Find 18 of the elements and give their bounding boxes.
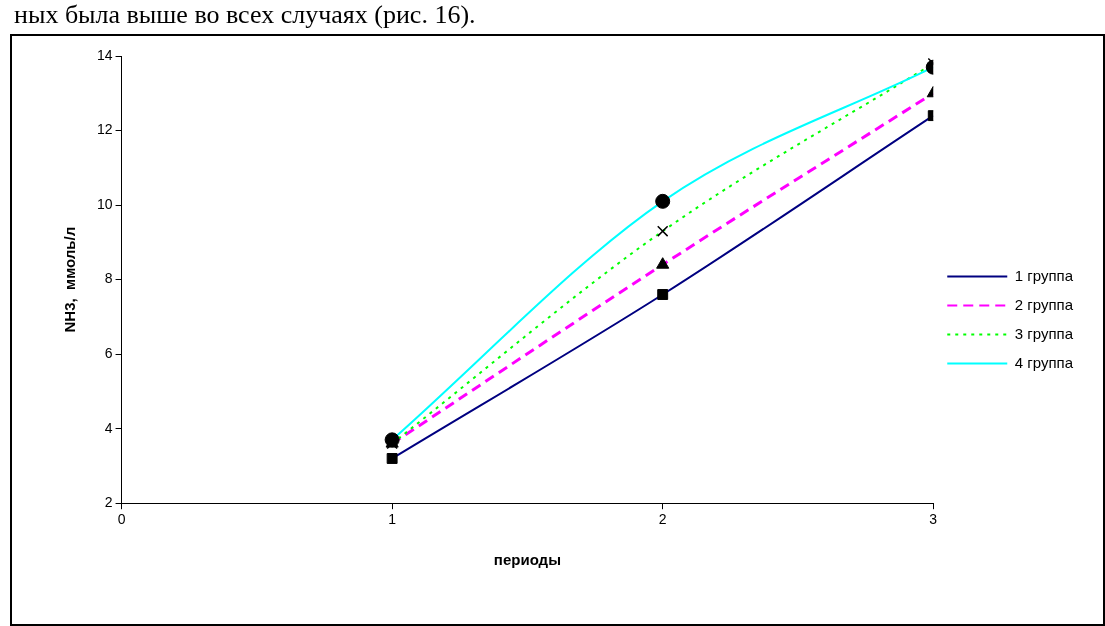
x-tick-label: 3: [929, 511, 938, 528]
x-tick-label: 2: [658, 511, 667, 528]
y-axis-title: NH3, ммоль/л: [61, 226, 79, 333]
y-tick-label: 14: [96, 46, 113, 63]
y-tick-label: 6: [104, 344, 113, 361]
legend-label: 1 группа: [1014, 266, 1074, 284]
y-tick-label: 12: [96, 121, 113, 138]
x-tick-label: 1: [388, 511, 397, 528]
x-tick-label: 0: [117, 511, 126, 528]
legend-label: 3 группа: [1014, 324, 1074, 342]
y-tick-label: 8: [104, 270, 113, 287]
text: ных была выше во всех случаях (рис. 16).: [14, 0, 476, 30]
legend-label: 4 группа: [1014, 353, 1074, 371]
y-tick-label: 2: [104, 494, 113, 511]
y-tick-label: 4: [104, 419, 113, 436]
y-tick-label: 10: [96, 195, 113, 212]
x-axis-title: периоды: [493, 551, 561, 569]
legend-label: 2 группа: [1014, 295, 1074, 313]
